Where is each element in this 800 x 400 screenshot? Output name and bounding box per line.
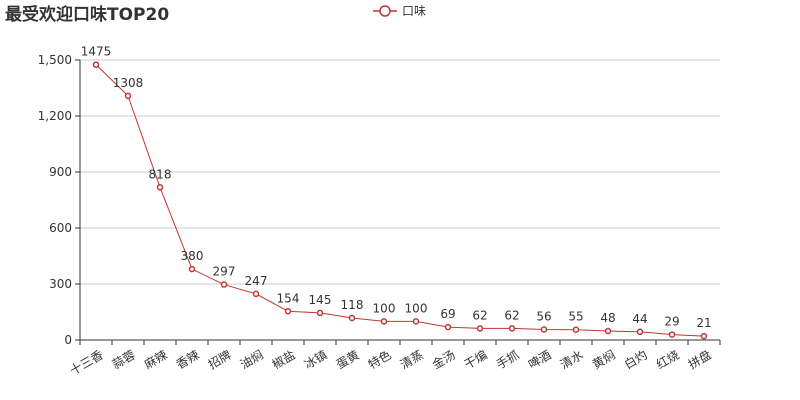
y-tick-label: 1,500 (38, 53, 72, 67)
data-point[interactable] (444, 323, 452, 331)
series-line (95, 64, 705, 337)
data-label: 48 (600, 311, 615, 325)
x-tick-label: 特色 (365, 347, 393, 372)
x-tick-label: 油焖 (237, 347, 265, 372)
data-point[interactable] (188, 265, 196, 273)
data-point[interactable] (380, 318, 388, 325)
data-point[interactable] (572, 326, 580, 333)
data-label: 56 (536, 310, 551, 324)
x-tick-label: 清水 (558, 348, 586, 372)
legend-entry: 口味 (402, 4, 426, 18)
data-point[interactable] (220, 281, 228, 288)
x-tick-label: 白灼 (621, 347, 649, 372)
data-point[interactable] (252, 290, 260, 298)
series-points (92, 61, 708, 340)
data-point[interactable] (124, 92, 132, 100)
y-axis-ticks: 0 300 600 900 1,200 1,500 (38, 53, 80, 347)
x-tick-label: 金汤 (429, 347, 457, 372)
data-label: 29 (664, 315, 679, 329)
data-point[interactable] (636, 328, 644, 336)
x-tick-label: 招牌 (206, 348, 234, 372)
chart-title: 最受欢迎口味TOP20 (5, 4, 169, 25)
data-label: 21 (696, 316, 711, 330)
data-label: 380 (181, 249, 204, 263)
x-tick-label: 蛋黄 (334, 348, 362, 372)
y-tick-label: 600 (49, 221, 72, 235)
data-label: 100 (405, 301, 428, 315)
x-tick-label: 十三香 (68, 348, 106, 378)
x-tick-label: 清蒸 (398, 348, 426, 372)
x-tick-label: 手抓 (494, 348, 522, 372)
data-label: 247 (245, 274, 268, 288)
data-point[interactable] (412, 318, 420, 325)
data-point[interactable] (508, 325, 516, 332)
data-point[interactable] (156, 184, 164, 191)
data-label: 297 (213, 265, 236, 279)
x-tick-label: 拼盘 (685, 347, 713, 372)
data-point[interactable] (476, 325, 484, 332)
data-label: 818 (149, 167, 172, 181)
data-label: 118 (341, 298, 364, 312)
y-tick-label: 1,200 (38, 109, 72, 123)
series-line-path (95, 64, 705, 337)
data-point[interactable] (348, 314, 356, 322)
data-point[interactable] (540, 326, 548, 333)
x-tick-label: 香辣 (174, 348, 202, 372)
data-point[interactable] (284, 308, 292, 315)
x-tick-label: 黄焖 (589, 347, 617, 372)
legend[interactable]: 口味 (373, 4, 426, 18)
data-label: 69 (440, 307, 455, 321)
data-label: 145 (309, 293, 332, 307)
grid-lines (80, 59, 720, 285)
y-tick-label: 900 (49, 165, 72, 179)
data-label: 1308 (113, 76, 144, 90)
data-point[interactable] (668, 331, 676, 338)
legend-marker-icon (379, 5, 391, 17)
data-labels: 1475 1308 818 380 297 247 154 145 118 100 100 69 62 6… (81, 45, 712, 330)
data-point[interactable] (316, 309, 324, 317)
data-label: 100 (373, 301, 396, 315)
x-tick-label: 椒盐 (270, 348, 298, 372)
data-label: 55 (568, 310, 583, 324)
data-label: 1475 (81, 45, 112, 59)
data-point[interactable] (92, 61, 100, 68)
x-axis-ticks: 十三香 蒜蓉 麻辣 香辣 招牌 油焖 椒盐 冰镇 蛋黄 特色 清蒸 金汤 干煸 手抓 啤酒 清水 黄焖 白灼 红烧拼… (68, 340, 721, 378)
x-tick-label: 麻辣 (141, 347, 169, 372)
data-point[interactable] (604, 327, 612, 335)
x-tick-label: 蒜蓉 (110, 348, 138, 372)
y-tick-label: 0 (64, 333, 72, 347)
x-tick-label: 冰镇 (302, 348, 330, 372)
x-tick-label: 干煸 (461, 347, 489, 372)
x-tick-label: 啤酒 (525, 347, 553, 372)
data-point[interactable] (700, 332, 708, 340)
data-label: 44 (632, 312, 647, 326)
x-tick-label: 红烧 (653, 347, 681, 372)
data-label: 62 (472, 308, 487, 322)
axes (79, 60, 720, 341)
y-tick-label: 300 (49, 277, 72, 291)
data-label: 62 (504, 308, 519, 322)
data-label: 154 (277, 291, 300, 305)
